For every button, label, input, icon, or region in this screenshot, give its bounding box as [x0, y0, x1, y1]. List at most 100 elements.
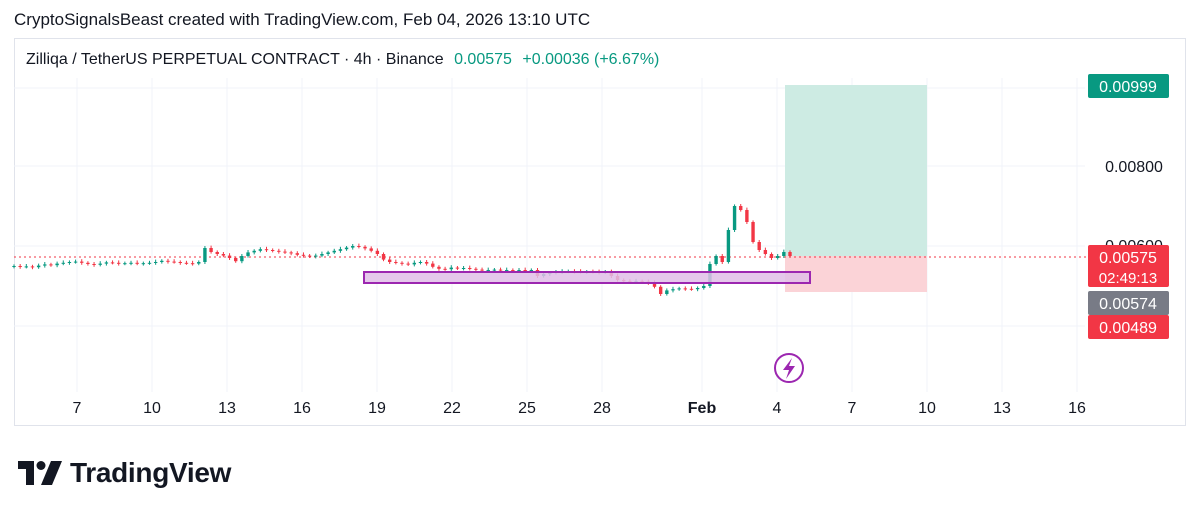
candle-body — [665, 290, 669, 294]
target-price-tag — [1088, 74, 1169, 98]
candle-body — [246, 252, 250, 256]
candle-body — [739, 206, 743, 210]
candle-body — [172, 261, 176, 263]
candle-body — [381, 254, 386, 260]
chart-caption: CryptoSignalsBeast created with TradingV… — [14, 10, 591, 29]
candle-body — [258, 249, 263, 251]
candle-body — [757, 242, 761, 250]
candle-body — [375, 250, 380, 254]
candle-body — [123, 263, 127, 265]
y-tick-label: 0.00800 — [1105, 159, 1163, 176]
candle-body — [449, 267, 453, 270]
candle-body — [505, 270, 509, 271]
x-tick-label: 25 — [518, 400, 536, 417]
candle-body — [18, 266, 22, 267]
x-tick-label: 16 — [1068, 400, 1086, 417]
x-tick-label: 7 — [848, 400, 857, 417]
candle-body — [689, 288, 694, 290]
candle-body — [240, 256, 244, 262]
candle-body — [73, 261, 78, 263]
candle-body — [658, 286, 663, 294]
candle-body — [67, 262, 72, 263]
candle-body — [184, 262, 189, 264]
candle-body — [55, 263, 59, 266]
candle-body — [400, 262, 404, 264]
stop-price-label: 0.00489 — [1099, 320, 1157, 337]
x-tick-label: Feb — [688, 400, 717, 417]
target-price-label: 0.00999 — [1099, 79, 1157, 96]
candle-body — [486, 270, 490, 271]
candle-body — [529, 270, 534, 271]
candle-body — [652, 282, 657, 287]
x-tick-label: 28 — [593, 400, 611, 417]
candle-body — [671, 289, 675, 291]
candle-body — [517, 270, 521, 271]
candle-body — [788, 252, 792, 256]
candle-body — [203, 248, 207, 262]
candle-body — [227, 255, 232, 258]
candle-body — [49, 264, 53, 266]
candle-body — [12, 266, 16, 267]
candle-body — [437, 266, 441, 269]
stop-price-tag — [1088, 315, 1169, 339]
candle-body — [677, 288, 681, 290]
candle-body — [357, 246, 361, 247]
candle-body — [351, 246, 355, 248]
candle-body — [221, 254, 226, 256]
candle-body — [117, 262, 121, 264]
candle-body — [751, 222, 755, 242]
tradingview-wordmark: TradingView — [70, 457, 232, 488]
candle-body — [153, 262, 158, 263]
candle-body — [480, 269, 484, 271]
candle-body — [160, 260, 164, 262]
candle-body — [190, 263, 195, 265]
last-price: 0.00575 — [454, 51, 512, 68]
x-tick-label: 19 — [368, 400, 386, 417]
candle-body — [498, 269, 503, 271]
candle-body — [683, 288, 687, 290]
candle-body — [110, 262, 115, 264]
x-tick-label: 4 — [773, 400, 782, 417]
candle-body — [775, 256, 780, 258]
price-change: +0.00036 (+6.67%) — [522, 51, 660, 68]
candle-body — [135, 262, 139, 264]
support-zone-box[interactable] — [363, 271, 811, 284]
x-tick-label: 10 — [918, 400, 936, 417]
candle-body — [412, 262, 417, 265]
candle-body — [289, 252, 293, 254]
candle-body — [418, 262, 423, 263]
candle-body — [332, 250, 336, 253]
candle-body — [307, 255, 312, 257]
x-tick-label: 13 — [993, 400, 1011, 417]
candle-body — [80, 261, 84, 263]
candle-body — [424, 262, 429, 264]
candle-body — [320, 254, 324, 256]
mark-price-label: 0.00574 — [1099, 296, 1157, 313]
candle-body — [36, 265, 41, 268]
candle-body — [387, 259, 392, 262]
candle-body — [98, 263, 102, 265]
candle-body — [61, 262, 65, 264]
mark-price-tag — [1088, 291, 1169, 315]
candle-body — [732, 206, 737, 230]
candle-body — [492, 269, 497, 271]
candle-body — [344, 247, 349, 250]
x-tick-label: 7 — [73, 400, 82, 417]
candle-body — [394, 262, 398, 263]
candle-body — [215, 252, 219, 254]
tradingview-logo[interactable]: TradingView — [18, 456, 231, 490]
candle-body — [406, 263, 410, 265]
candle-body — [702, 286, 706, 288]
candle-body — [209, 248, 213, 252]
candle-body — [277, 250, 281, 252]
candle-body — [474, 268, 478, 270]
candle-body — [166, 260, 170, 262]
symbol-title: Zilliqa / TetherUS PERPETUAL CONTRACT · … — [26, 51, 444, 68]
candle-body — [24, 266, 29, 268]
candle-body — [314, 255, 318, 257]
candle-body — [431, 263, 435, 267]
candle-body — [468, 268, 472, 269]
candle-body — [30, 266, 35, 268]
candle-body — [270, 250, 275, 251]
